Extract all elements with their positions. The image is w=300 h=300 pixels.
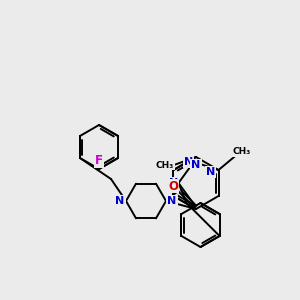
Text: N: N	[191, 160, 201, 170]
Text: CH₃: CH₃	[232, 148, 250, 157]
Text: N: N	[167, 196, 177, 206]
Text: N: N	[206, 167, 215, 177]
Text: F: F	[95, 154, 103, 167]
Text: N: N	[116, 196, 124, 206]
Text: CH₃: CH₃	[156, 160, 174, 169]
Text: N: N	[184, 157, 194, 167]
Text: O: O	[168, 179, 178, 193]
Text: N: N	[169, 178, 178, 188]
